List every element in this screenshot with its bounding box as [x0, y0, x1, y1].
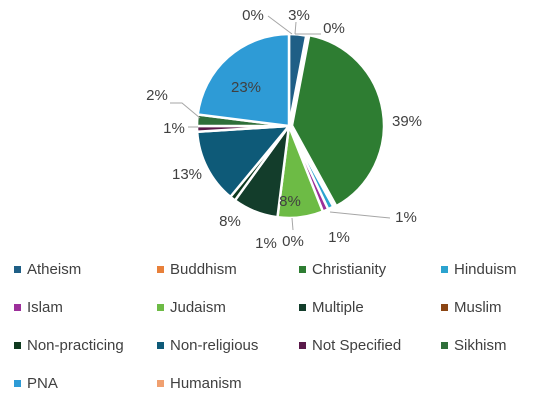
pie-slice-christianity — [290, 33, 386, 208]
legend-swatch — [14, 380, 21, 387]
legend-swatch — [299, 304, 306, 311]
data-label-hinduism: 1% — [395, 209, 417, 226]
legend-swatch — [441, 342, 448, 349]
legend-swatch — [441, 266, 448, 273]
legend-item-non-practicing: Non-practicing — [14, 337, 124, 354]
data-label-muslim: 0% — [282, 233, 304, 250]
legend-swatch — [299, 342, 306, 349]
legend-swatch — [299, 266, 306, 273]
legend-swatch — [14, 266, 21, 273]
legend-item-judaism: Judaism — [157, 299, 226, 316]
data-label-islam: 1% — [328, 229, 350, 246]
pie-slice-non-religious — [195, 124, 292, 199]
legend-label: Non-practicing — [27, 337, 124, 354]
legend-label: Buddhism — [170, 261, 237, 278]
legend-item-christianity: Christianity — [299, 261, 386, 278]
data-label-not-specified: 1% — [163, 120, 185, 137]
legend-item-buddhism: Buddhism — [157, 261, 237, 278]
legend: Atheism Buddhism Christianity Hinduism Islam… — [0, 261, 539, 408]
legend-swatch — [157, 380, 164, 387]
pie-chart: 3% 0% 39% 1% 1% 8% 8% 0% 1% 13% 1% 2% 23% 0% — [146, 7, 422, 252]
data-label-non-practicing: 1% — [255, 235, 277, 252]
legend-item-hinduism: Hinduism — [441, 261, 517, 278]
legend-item-islam: Islam — [14, 299, 63, 316]
legend-label: Judaism — [170, 299, 226, 316]
legend-item-muslim: Muslim — [441, 299, 502, 316]
legend-item-multiple: Multiple — [299, 299, 364, 316]
legend-label: Not Specified — [312, 337, 402, 354]
legend-item-not-specified: Not Specified — [299, 337, 401, 354]
data-label-humanism: 0% — [242, 7, 264, 24]
data-labels: 3% 0% 39% 1% 1% 8% 8% 0% 1% 13% 1% 2% 23% 0% — [146, 7, 422, 252]
pie-slices — [195, 32, 386, 220]
leader-line-sikhism — [170, 102, 201, 119]
legend-swatch — [441, 304, 448, 311]
legend-swatch — [157, 342, 164, 349]
legend-swatch — [157, 266, 164, 273]
data-label-buddhism: 0% — [323, 20, 345, 37]
data-label-multiple: 8% — [219, 213, 241, 230]
pie-slice-pna — [196, 32, 291, 128]
legend-label: Muslim — [454, 299, 502, 316]
legend-swatch — [14, 342, 21, 349]
legend-item-pna: PNA — [14, 375, 58, 392]
leader-line-atheism — [294, 21, 297, 35]
leader-line-humanism — [267, 15, 293, 35]
legend-label: Humanism — [170, 375, 242, 392]
data-label-non-religious: 13% — [172, 166, 202, 183]
legend-swatch — [14, 304, 21, 311]
leader-lines — [170, 15, 391, 231]
legend-item-atheism: Atheism — [14, 261, 81, 278]
legend-swatch — [157, 304, 164, 311]
legend-label: Hinduism — [454, 261, 517, 278]
data-label-sikhism: 2% — [146, 87, 168, 104]
legend-label: Atheism — [27, 261, 82, 278]
legend-label: Multiple — [312, 299, 364, 316]
legend-item-non-religious: Non-religious — [157, 337, 258, 354]
legend-label: Non-religious — [170, 337, 259, 354]
data-label-atheism: 3% — [288, 7, 310, 24]
leader-line-muslim — [291, 217, 294, 231]
legend-label: PNA — [27, 375, 58, 392]
data-label-pna: 23% — [231, 79, 261, 96]
legend-item-sikhism: Sikhism — [441, 337, 507, 354]
legend-item-humanism: Humanism — [157, 375, 242, 392]
leader-line-hinduism — [329, 211, 391, 219]
data-label-judaism: 8% — [279, 193, 301, 210]
legend-label: Christianity — [312, 261, 387, 278]
data-label-christianity: 39% — [392, 113, 422, 130]
legend-label: Islam — [27, 299, 63, 316]
legend-label: Sikhism — [454, 337, 507, 354]
